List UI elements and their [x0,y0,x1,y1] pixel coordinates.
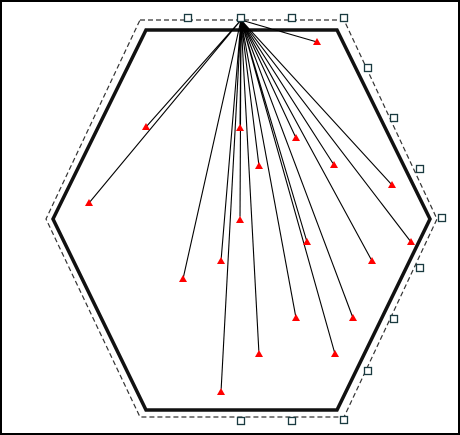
square-handle-icon[interactable] [389,113,399,123]
connector-line [239,19,242,221]
triangle-markers [85,38,415,395]
connector-lines [88,19,412,393]
red-triangle-marker-icon [236,216,244,223]
red-triangle-marker-icon [142,123,150,130]
red-triangle-marker-icon [349,314,357,321]
square-handle-icon[interactable] [415,164,425,174]
red-triangle-marker-icon [217,257,225,264]
connector-line [240,19,373,262]
red-triangle-marker-icon [255,350,263,357]
red-triangle-marker-icon [331,350,339,357]
red-triangle-marker-icon [388,181,396,188]
square-handle-icon[interactable] [389,314,399,324]
square-handle-icon[interactable] [363,366,373,376]
square-handle-icon[interactable] [236,416,246,426]
connector-line [240,19,260,167]
connector-line [240,19,297,139]
square-handle-icon[interactable] [339,13,349,23]
red-triangle-marker-icon [313,38,321,45]
square-handle-icon[interactable] [183,13,193,23]
red-triangle-marker-icon [368,257,376,264]
connector-line [240,19,335,166]
square-handle-icon[interactable] [415,263,425,273]
square-handle-icon[interactable] [339,415,349,425]
connector-line [88,19,242,204]
red-triangle-marker-icon [217,388,225,395]
connector-line [240,19,354,319]
connector-line [240,19,393,186]
connector-line [220,19,242,393]
connector-line [182,19,242,280]
connector-line [240,19,297,319]
red-triangle-marker-icon [407,238,415,245]
red-triangle-marker-icon [85,199,93,206]
red-triangle-marker-icon [330,161,338,168]
square-handle-icon[interactable] [287,416,297,426]
connector-line [240,19,260,355]
selection-handles [183,13,447,426]
hexagon-shape[interactable] [51,28,432,412]
connector-line [240,19,308,243]
square-handle-icon[interactable] [236,13,246,23]
red-triangle-marker-icon [255,162,263,169]
red-triangle-marker-icon [292,134,300,141]
red-triangle-marker-icon [236,124,244,131]
red-triangle-marker-icon [179,275,187,282]
connector-line [220,19,242,262]
connector-line [240,19,412,243]
connector-line [240,19,336,355]
red-triangle-marker-icon [303,238,311,245]
connector-line [240,19,318,43]
connector-line [145,19,242,128]
red-triangle-marker-icon [292,314,300,321]
square-handle-icon[interactable] [437,213,447,223]
square-handle-icon[interactable] [363,63,373,73]
square-handle-icon[interactable] [287,13,297,23]
